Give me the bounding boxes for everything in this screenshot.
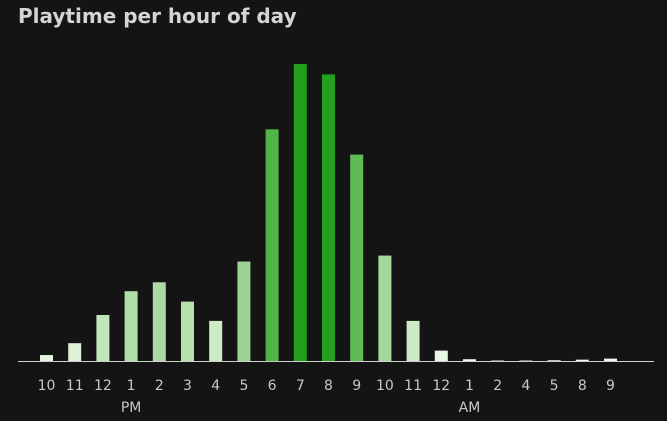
x-tick-label-19: 8 [578, 378, 587, 394]
x-tick-label-18: 5 [550, 378, 559, 394]
bar-8 [265, 129, 279, 361]
bar-18 [547, 360, 561, 361]
x-tick-label-11: 9 [352, 378, 361, 394]
tick-labels-group: 10 11 12 1 2 3 4 5 6 7 8 9 10 11 12 1 2 4 5 8 9 [38, 378, 615, 394]
bar-9 [293, 64, 307, 361]
bars-group [40, 64, 617, 362]
bar-11 [350, 154, 364, 361]
x-tick-label-5: 3 [183, 378, 192, 394]
x-tick-label-4: 2 [155, 378, 164, 394]
x-tick-label-1: 11 [66, 378, 84, 394]
group-label-am: AM [459, 400, 481, 416]
x-tick-label-6: 4 [211, 378, 220, 394]
x-tick-label-17: 4 [521, 378, 530, 394]
bar-12 [378, 255, 392, 361]
bar-7 [237, 261, 251, 361]
x-tick-label-10: 8 [324, 378, 333, 394]
x-tick-label-12: 10 [376, 378, 394, 394]
x-tick-label-13: 11 [404, 378, 422, 394]
bar-20 [604, 358, 617, 361]
x-tick-label-7: 5 [239, 378, 248, 394]
x-tick-label-9: 7 [296, 378, 305, 394]
bar-14 [434, 350, 448, 362]
x-tick-label-15: 1 [465, 378, 474, 394]
bar-3 [124, 291, 138, 361]
bar-19 [575, 359, 589, 361]
bar-6 [209, 320, 223, 361]
bar-13 [406, 320, 420, 361]
x-tick-label-16: 2 [493, 378, 502, 394]
x-tick-label-20: 9 [606, 378, 615, 394]
group-label-pm: PM [121, 400, 142, 416]
bar-10 [322, 74, 335, 361]
bar-1 [68, 343, 82, 361]
x-tick-label-8: 6 [268, 378, 277, 394]
x-tick-label-3: 1 [127, 378, 136, 394]
x-tick-label-14: 12 [432, 378, 450, 394]
chart-title: Playtime per hour of day [18, 4, 297, 28]
bar-15 [463, 359, 476, 361]
bar-2 [96, 314, 110, 361]
bar-5 [181, 301, 194, 361]
group-labels-group: PM AM [121, 400, 480, 416]
bar-4 [152, 282, 166, 361]
x-tick-label-0: 10 [38, 378, 56, 394]
x-tick-label-2: 12 [94, 378, 112, 394]
bar-0 [40, 355, 53, 361]
